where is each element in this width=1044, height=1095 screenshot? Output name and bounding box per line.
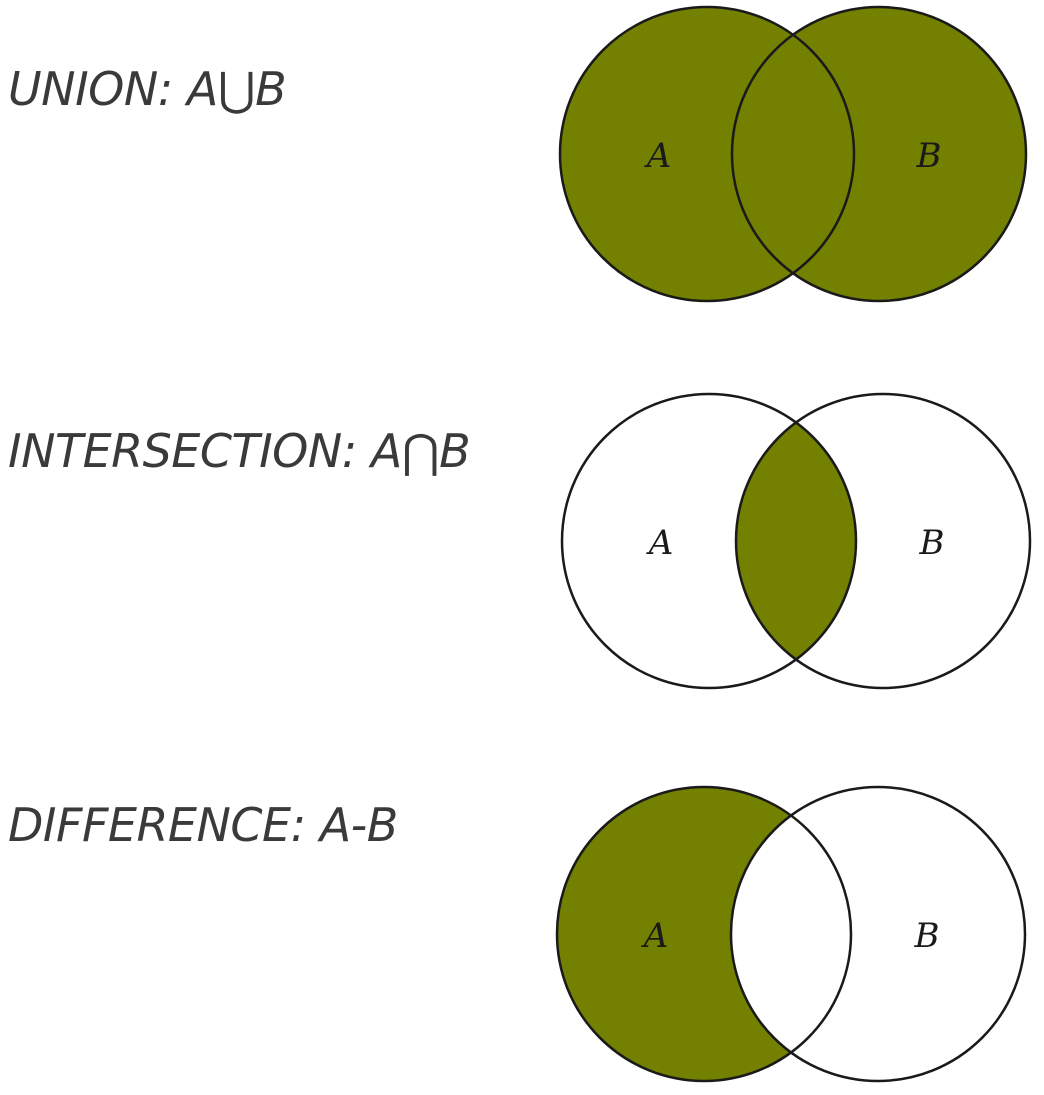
difference-set-b-label: B <box>914 916 940 956</box>
intersection-set-b-label: B <box>919 523 945 563</box>
union-circle-b-outline <box>730 5 1028 303</box>
intersection-venn: A B <box>560 392 1032 690</box>
union-circle-a-outline <box>558 5 856 303</box>
difference-label: DIFFERENCE: A-B <box>8 798 398 852</box>
intersection-overlap-fill <box>736 394 856 688</box>
union-set-b-label: B <box>916 136 942 176</box>
intersection-circle-b-outline <box>734 392 1032 690</box>
union-venn: A B <box>558 5 1028 303</box>
union-set-a-label: A <box>644 136 672 176</box>
difference-circle-b-outline <box>729 785 1027 1083</box>
intersection-circle-a-outline <box>560 392 858 690</box>
intersection-set-a-label: A <box>646 523 674 563</box>
difference-circle-a-outline <box>555 785 853 1083</box>
difference-venn: A B <box>555 785 1027 1083</box>
union-circle-b-fill <box>732 7 1026 301</box>
difference-circle-b-mask <box>731 787 1025 1081</box>
intersection-label: INTERSECTION: A⋂B <box>8 424 471 478</box>
difference-set-a-label: A <box>641 916 669 956</box>
union-label: UNION: A⋃B <box>8 62 287 116</box>
